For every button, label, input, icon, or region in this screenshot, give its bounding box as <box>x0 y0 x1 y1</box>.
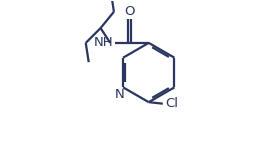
Text: N: N <box>114 88 124 101</box>
Text: NH: NH <box>93 36 113 49</box>
Text: Cl: Cl <box>165 97 178 110</box>
Text: O: O <box>124 5 135 18</box>
